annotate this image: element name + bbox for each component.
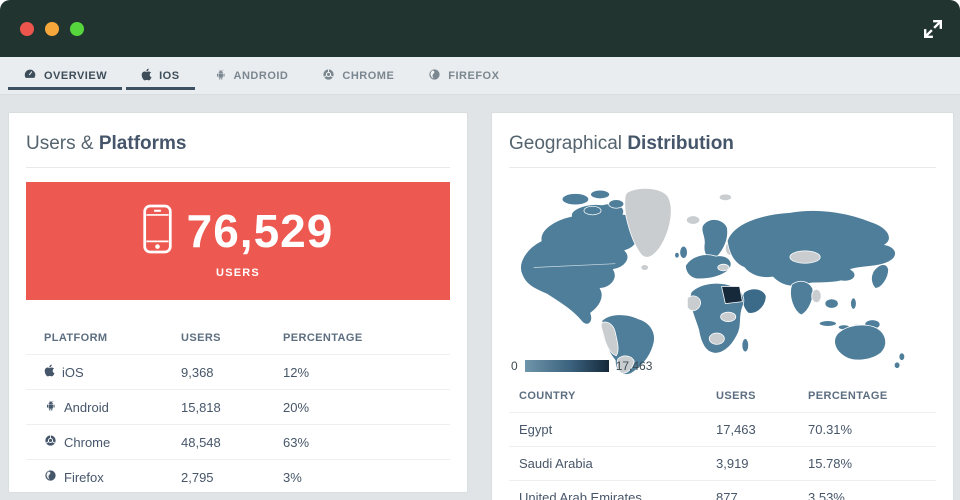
- country-name: United Arab Emirates: [519, 490, 642, 500]
- card-title: Geographical Distribution: [509, 133, 936, 155]
- table-header-row: PLATFORM USERS PERCENTAGE: [26, 324, 450, 354]
- firefox-icon: [428, 68, 441, 84]
- table-row: Chrome 48,548 63%: [26, 424, 450, 459]
- tab-label: FIREFOX: [448, 69, 500, 82]
- window-titlebar: [0, 0, 960, 57]
- traffic-lights: [20, 21, 84, 36]
- tab-overview[interactable]: OVERVIEW: [8, 57, 123, 94]
- country-users: 17,463: [716, 422, 756, 437]
- close-button[interactable]: [20, 21, 34, 36]
- country-name: Egypt: [519, 422, 553, 437]
- users-total-label: USERS: [216, 266, 260, 279]
- platform-percentage: 20%: [283, 399, 310, 415]
- chrome-icon: [322, 68, 335, 84]
- country-users: 877: [716, 490, 738, 500]
- android-icon: [44, 399, 57, 415]
- dashboard-content: Users & Platforms 76,529: [0, 95, 960, 500]
- platforms-table: PLATFORM USERS PERCENTAGE iOS 9,368 12% …: [26, 324, 450, 494]
- country-name: Saudi Arabia: [519, 456, 593, 471]
- legend-max-label: 17,463: [615, 359, 653, 373]
- card-title-bold: Platforms: [98, 133, 187, 154]
- tab-firefox[interactable]: FIREFOX: [413, 57, 514, 94]
- users-platforms-card: Users & Platforms 76,529: [8, 112, 468, 493]
- geo-distribution-card: Geographical Distribution: [491, 112, 954, 500]
- world-map-svg: [520, 188, 906, 375]
- expand-icon[interactable]: [920, 16, 946, 42]
- legend-gradient-bar: [524, 360, 609, 372]
- tab-label: IOS: [159, 69, 180, 82]
- platform-users: 9,368: [181, 364, 214, 380]
- apple-icon: [44, 364, 55, 380]
- divider: [509, 167, 936, 168]
- platform-users: 48,548: [181, 434, 221, 450]
- card-title-light: Users &: [26, 133, 94, 154]
- countries-table: COUNTRY USERS PERCENTAGE Egypt 17,463 70…: [509, 382, 936, 500]
- tab-label: ANDROID: [233, 69, 289, 82]
- tab-label: CHROME: [342, 69, 395, 82]
- tab-label: OVERVIEW: [44, 69, 108, 82]
- platform-users: 2,795: [181, 469, 214, 485]
- platform-percentage: 63%: [283, 434, 310, 450]
- table-row: Firefox 2,795 3%: [26, 459, 450, 494]
- platform-name: Chrome: [64, 434, 111, 450]
- firefox-icon: [44, 469, 57, 485]
- col-users: USERS: [181, 332, 221, 344]
- table-header-row: COUNTRY USERS PERCENTAGE: [509, 382, 936, 412]
- chrome-icon: [44, 434, 57, 450]
- tab-android[interactable]: ANDROID: [199, 57, 304, 94]
- country-percentage: 3.53%: [808, 490, 845, 500]
- platform-name: Android: [64, 399, 109, 415]
- smartphone-icon: [142, 204, 172, 259]
- col-platform: PLATFORM: [44, 332, 108, 344]
- card-title-light: Geographical: [509, 133, 623, 154]
- divider: [26, 167, 450, 168]
- android-icon: [214, 68, 227, 84]
- table-row: United Arab Emirates 877 3.53%: [509, 480, 936, 500]
- country-users: 3,919: [716, 456, 749, 471]
- gauge-icon: [23, 67, 37, 84]
- country-percentage: 70.31%: [808, 422, 853, 437]
- world-choropleth-map[interactable]: 0 17,463: [509, 178, 936, 376]
- tab-chrome[interactable]: CHROME: [307, 57, 409, 94]
- platform-percentage: 12%: [283, 364, 310, 380]
- tab-bar: OVERVIEW IOS ANDROID CHROME FIREFOX: [0, 57, 960, 95]
- users-total-value: 76,529: [186, 205, 334, 257]
- platform-users: 15,818: [181, 399, 221, 415]
- minimize-button[interactable]: [45, 21, 59, 36]
- card-title-bold: Distribution: [627, 133, 734, 154]
- users-kpi-banner: 76,529 USERS: [26, 182, 450, 300]
- col-users: USERS: [716, 390, 756, 402]
- platform-percentage: 3%: [283, 469, 302, 485]
- table-row: iOS 9,368 12%: [26, 354, 450, 389]
- platform-name: iOS: [62, 364, 84, 380]
- col-percentage: PERCENTAGE: [808, 390, 888, 402]
- legend-min-label: 0: [511, 359, 518, 373]
- table-row: Egypt 17,463 70.31%: [509, 412, 936, 446]
- map-legend: 0 17,463: [511, 359, 652, 373]
- platform-name: Firefox: [64, 469, 104, 485]
- tab-ios[interactable]: IOS: [126, 57, 196, 94]
- col-country: COUNTRY: [519, 390, 576, 402]
- card-title: Users & Platforms: [26, 133, 450, 155]
- zoom-button[interactable]: [70, 21, 84, 36]
- col-percentage: PERCENTAGE: [283, 332, 363, 344]
- table-row: Saudi Arabia 3,919 15.78%: [509, 446, 936, 480]
- country-percentage: 15.78%: [808, 456, 853, 471]
- apple-icon: [141, 68, 152, 84]
- table-row: Android 15,818 20%: [26, 389, 450, 424]
